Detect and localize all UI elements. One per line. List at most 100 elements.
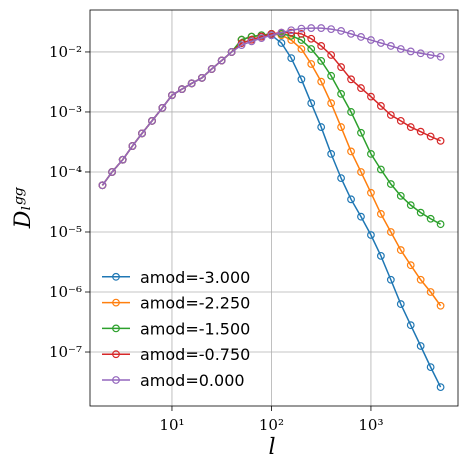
data-point [436, 383, 445, 392]
data-point [198, 73, 206, 82]
data-point [327, 150, 336, 158]
data-point [367, 231, 375, 239]
data-point [287, 26, 296, 35]
data-point [307, 24, 316, 32]
data-point [396, 45, 405, 53]
y-tick-label: 10⁻⁵ [49, 223, 82, 241]
data-point [277, 28, 286, 37]
legend-label: amod=-0.750 [140, 345, 250, 364]
y-axis-label: Dₗᵍᵍ [11, 187, 36, 230]
data-point [227, 48, 236, 56]
data-point [297, 75, 306, 84]
data-point [406, 321, 415, 330]
data-point [386, 111, 395, 119]
data-point [386, 180, 395, 188]
data-point [317, 24, 326, 32]
data-point [317, 42, 326, 50]
data-point [267, 31, 276, 40]
data-point [367, 36, 375, 44]
data-point [376, 165, 385, 174]
legend-marker [112, 298, 120, 307]
series [98, 24, 445, 190]
data-point [426, 132, 435, 141]
data-point [337, 89, 345, 98]
data-point [128, 142, 137, 150]
data-point [317, 77, 326, 86]
data-point [187, 79, 196, 88]
y-tick-label: 10⁻⁶ [49, 283, 82, 301]
y-tick-label: 10⁻³ [49, 103, 82, 121]
x-tick-label: 10² [259, 416, 284, 434]
data-point [386, 275, 395, 284]
legend-label: amod=0.000 [140, 371, 245, 390]
data-point [436, 136, 445, 145]
data-point [257, 34, 266, 43]
data-point [297, 45, 306, 53]
data-point [247, 37, 256, 46]
data-point [327, 51, 336, 59]
data-point [168, 91, 176, 100]
data-point [416, 49, 425, 58]
x-tick-label: 10³ [358, 416, 383, 434]
data-point [416, 342, 425, 350]
data-point [357, 84, 365, 92]
data-point [367, 188, 375, 197]
data-point [396, 246, 405, 254]
data-point [307, 45, 316, 53]
data-point [357, 33, 365, 41]
data-point [357, 128, 365, 137]
data-point [357, 212, 365, 221]
plot-frame [89, 9, 459, 407]
data-point [347, 195, 355, 204]
data-point [416, 275, 425, 284]
data-point [367, 150, 375, 158]
y-tick-label: 10⁻² [49, 43, 82, 61]
data-point [287, 54, 296, 62]
data-point [237, 41, 246, 50]
data-point [148, 116, 156, 125]
data-point [277, 39, 286, 47]
data-point [297, 24, 306, 33]
data-point [436, 52, 445, 61]
data-point [376, 102, 385, 110]
data-point [327, 25, 336, 34]
legend-marker [112, 324, 120, 333]
data-point [337, 174, 345, 183]
data-point [396, 116, 405, 125]
data-point [426, 363, 435, 372]
data-point [327, 99, 336, 108]
data-point [178, 85, 186, 94]
data-point [297, 29, 306, 38]
x-tick-label: 10¹ [159, 416, 184, 434]
data-point [406, 123, 415, 131]
data-point [426, 288, 435, 296]
data-point [406, 201, 415, 210]
data-point [347, 29, 355, 38]
data-point [357, 168, 365, 176]
data-point [317, 56, 326, 65]
data-point [118, 155, 127, 164]
data-point [317, 123, 326, 131]
data-point [337, 27, 345, 35]
data-point [426, 214, 435, 223]
legend-label: amod=-3.000 [140, 268, 250, 287]
data-point [217, 56, 226, 65]
data-point [327, 71, 336, 80]
data-point [207, 65, 216, 73]
data-point [376, 210, 385, 218]
data-point [416, 127, 425, 136]
data-point [376, 39, 385, 47]
data-point [347, 147, 355, 156]
data-point [307, 99, 316, 108]
data-point [367, 92, 375, 101]
y-tick-label: 10⁻⁴ [49, 163, 82, 181]
data-point [307, 34, 316, 43]
legend-marker [112, 376, 120, 384]
data-point [386, 42, 395, 50]
y-tick-label: 10⁻⁷ [49, 343, 82, 361]
legend-label: amod=-1.500 [140, 319, 250, 338]
data-point [307, 60, 316, 68]
data-point [347, 108, 355, 116]
data-point [347, 75, 355, 84]
